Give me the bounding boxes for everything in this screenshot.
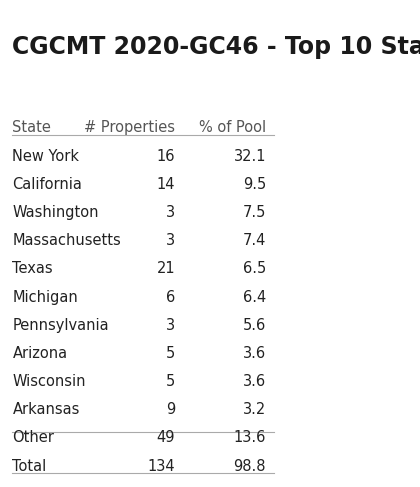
Text: CGCMT 2020-GC46 - Top 10 States: CGCMT 2020-GC46 - Top 10 States [13,35,420,59]
Text: 7.4: 7.4 [243,233,266,248]
Text: 6: 6 [166,289,175,304]
Text: 16: 16 [157,149,175,164]
Text: 5: 5 [166,374,175,389]
Text: 7.5: 7.5 [243,205,266,220]
Text: 6.5: 6.5 [243,262,266,277]
Text: 98.8: 98.8 [234,459,266,474]
Text: 3.6: 3.6 [243,374,266,389]
Text: 3.2: 3.2 [243,402,266,417]
Text: 5: 5 [166,346,175,361]
Text: 3: 3 [166,318,175,333]
Text: Pennsylvania: Pennsylvania [13,318,109,333]
Text: Michigan: Michigan [13,289,78,304]
Text: California: California [13,177,82,192]
Text: 13.6: 13.6 [234,430,266,445]
Text: 134: 134 [147,459,175,474]
Text: 3: 3 [166,233,175,248]
Text: 32.1: 32.1 [234,149,266,164]
Text: Wisconsin: Wisconsin [13,374,86,389]
Text: Texas: Texas [13,262,53,277]
Text: Washington: Washington [13,205,99,220]
Text: 14: 14 [157,177,175,192]
Text: 9.5: 9.5 [243,177,266,192]
Text: 49: 49 [157,430,175,445]
Text: New York: New York [13,149,79,164]
Text: Other: Other [13,430,54,445]
Text: Total: Total [13,459,47,474]
Text: 6.4: 6.4 [243,289,266,304]
Text: Arkansas: Arkansas [13,402,80,417]
Text: % of Pool: % of Pool [199,120,266,135]
Text: 9: 9 [166,402,175,417]
Text: State: State [13,120,51,135]
Text: # Properties: # Properties [84,120,175,135]
Text: Massachusetts: Massachusetts [13,233,121,248]
Text: 3.6: 3.6 [243,346,266,361]
Text: 21: 21 [156,262,175,277]
Text: 3: 3 [166,205,175,220]
Text: 5.6: 5.6 [243,318,266,333]
Text: Arizona: Arizona [13,346,68,361]
